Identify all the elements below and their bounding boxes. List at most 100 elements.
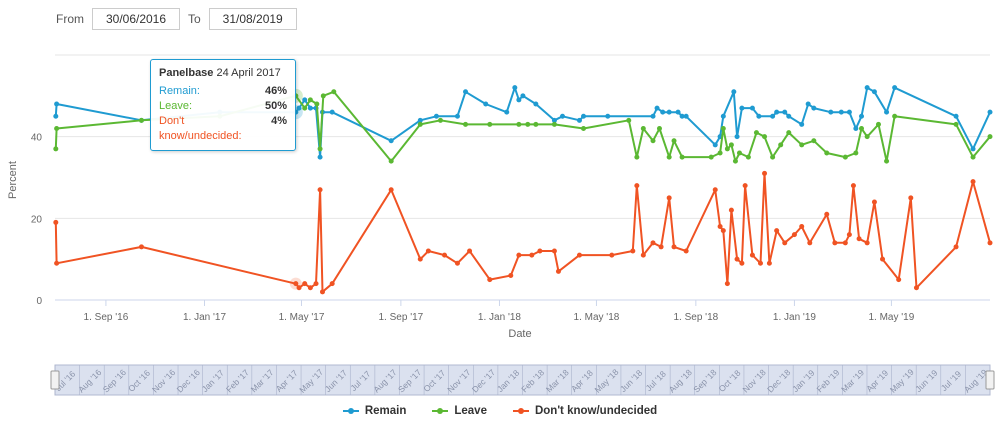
data-point[interactable] — [679, 113, 685, 119]
data-point[interactable] — [433, 113, 439, 119]
data-point[interactable] — [871, 89, 877, 95]
data-point[interactable] — [770, 113, 776, 119]
data-point[interactable] — [660, 109, 666, 115]
data-point[interactable] — [864, 240, 870, 246]
data-point[interactable] — [626, 117, 632, 123]
data-point[interactable] — [417, 256, 423, 262]
data-point[interactable] — [630, 248, 636, 254]
data-point[interactable] — [650, 240, 656, 246]
data-point[interactable] — [634, 183, 640, 189]
data-point[interactable] — [712, 187, 718, 193]
data-point[interactable] — [442, 252, 448, 258]
data-point[interactable] — [551, 117, 557, 123]
data-point[interactable] — [717, 150, 723, 156]
data-point[interactable] — [551, 248, 557, 254]
data-point[interactable] — [640, 252, 646, 258]
data-point[interactable] — [512, 85, 518, 91]
data-point[interactable] — [853, 150, 859, 156]
data-point[interactable] — [774, 109, 780, 115]
data-point[interactable] — [724, 281, 730, 287]
data-point[interactable] — [671, 244, 677, 250]
data-point[interactable] — [654, 105, 660, 111]
data-point[interactable] — [880, 256, 886, 262]
data-point[interactable] — [896, 277, 902, 283]
data-point[interactable] — [533, 101, 539, 107]
data-point[interactable] — [666, 195, 672, 201]
legend-item-undecided[interactable]: Don't know/undecided — [512, 405, 657, 417]
data-point[interactable] — [454, 260, 460, 266]
data-point[interactable] — [302, 97, 308, 103]
data-point[interactable] — [508, 273, 514, 278]
data-point[interactable] — [856, 236, 862, 242]
data-point[interactable] — [520, 93, 526, 99]
data-point[interactable] — [846, 232, 852, 238]
data-point[interactable] — [555, 268, 561, 274]
data-point[interactable] — [832, 240, 838, 246]
data-point[interactable] — [671, 138, 677, 144]
data-point[interactable] — [551, 121, 557, 127]
data-point[interactable] — [742, 183, 748, 189]
data-point[interactable] — [317, 187, 323, 193]
data-point[interactable] — [683, 248, 689, 254]
data-point[interactable] — [533, 121, 539, 127]
data-point[interactable] — [717, 224, 723, 229]
data-point[interactable] — [529, 252, 535, 258]
data-point[interactable] — [53, 113, 59, 119]
data-point[interactable] — [811, 138, 817, 144]
data-point[interactable] — [487, 277, 493, 283]
data-point[interactable] — [650, 113, 656, 119]
data-point[interactable] — [799, 121, 805, 127]
data-point[interactable] — [605, 113, 611, 119]
data-point[interactable] — [799, 142, 805, 148]
data-point[interactable] — [679, 154, 685, 160]
data-point[interactable] — [666, 154, 672, 160]
data-point[interactable] — [987, 109, 993, 115]
data-point[interactable] — [987, 134, 993, 140]
data-point[interactable] — [770, 154, 776, 160]
data-point[interactable] — [302, 281, 308, 287]
data-point[interactable] — [859, 126, 865, 131]
data-point[interactable] — [824, 211, 830, 217]
data-point[interactable] — [749, 252, 755, 258]
data-point[interactable] — [487, 121, 493, 127]
data-point[interactable] — [417, 121, 423, 127]
data-point[interactable] — [728, 207, 734, 213]
data-point[interactable] — [953, 244, 959, 250]
data-point[interactable] — [762, 170, 768, 176]
data-point[interactable] — [504, 109, 510, 115]
data-point[interactable] — [736, 150, 742, 156]
data-point[interactable] — [483, 101, 489, 107]
data-point[interactable] — [463, 89, 469, 95]
data-point[interactable] — [782, 240, 788, 246]
data-point[interactable] — [560, 113, 566, 119]
data-point[interactable] — [892, 113, 898, 119]
data-point[interactable] — [805, 101, 811, 107]
data-point[interactable] — [712, 142, 718, 148]
data-point[interactable] — [683, 113, 689, 119]
from-date-input[interactable]: 30/06/2016 — [92, 8, 180, 30]
data-point[interactable] — [724, 146, 730, 152]
data-point[interactable] — [786, 113, 792, 119]
data-point[interactable] — [824, 150, 830, 156]
data-point[interactable] — [296, 285, 302, 291]
data-point[interactable] — [728, 142, 734, 148]
data-point[interactable] — [640, 126, 646, 131]
data-point[interactable] — [425, 248, 431, 254]
data-point[interactable] — [313, 281, 319, 287]
data-point[interactable] — [739, 105, 745, 111]
data-point[interactable] — [739, 260, 745, 266]
data-point[interactable] — [650, 138, 656, 144]
data-point[interactable] — [987, 240, 993, 246]
data-point[interactable] — [731, 89, 737, 95]
data-point[interactable] — [734, 256, 740, 262]
data-point[interactable] — [437, 117, 443, 123]
data-point[interactable] — [388, 187, 394, 193]
data-point[interactable] — [302, 105, 308, 111]
data-point[interactable] — [54, 260, 60, 266]
data-point[interactable] — [884, 109, 890, 115]
navigator-handle[interactable] — [985, 370, 995, 390]
data-point[interactable] — [799, 224, 805, 229]
data-point[interactable] — [846, 109, 852, 115]
data-point[interactable] — [54, 126, 60, 131]
